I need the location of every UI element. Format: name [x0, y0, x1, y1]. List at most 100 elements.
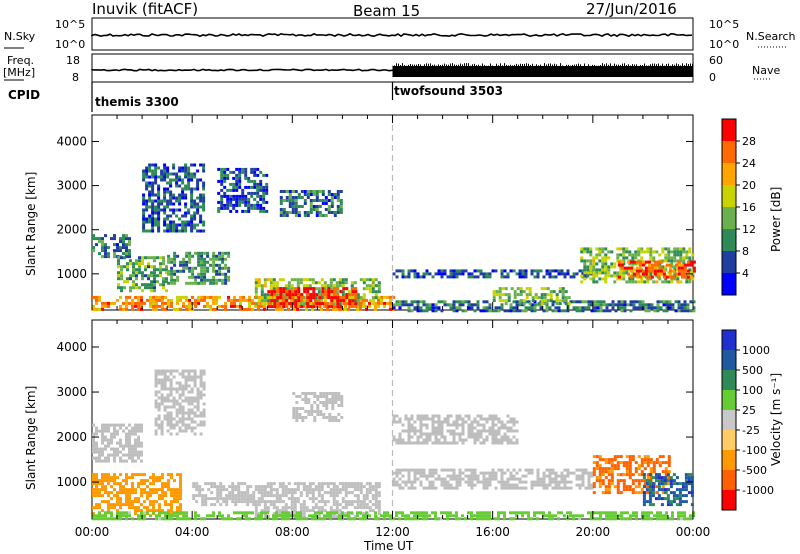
power-cell	[494, 309, 498, 313]
velocity-cell	[157, 414, 161, 418]
velocity-cell	[95, 517, 98, 521]
power-cell	[625, 256, 629, 260]
velocity-cell	[554, 477, 558, 481]
power-cell	[142, 214, 146, 218]
velocity-cell	[161, 494, 164, 498]
velocity-cell	[500, 477, 504, 481]
power-cell	[658, 253, 662, 257]
power-cell	[504, 299, 508, 303]
velocity-cell	[182, 511, 185, 515]
velocity-cell	[404, 429, 408, 433]
power-cell	[157, 187, 161, 191]
power-cell	[392, 307, 395, 311]
velocity-cell	[196, 423, 200, 427]
power-cell	[285, 293, 289, 297]
velocity-cell	[199, 375, 203, 379]
power-cell	[533, 300, 537, 304]
velocity-cell	[199, 384, 203, 388]
power-cell	[178, 229, 182, 233]
velocity-cell	[290, 497, 294, 501]
power-cell	[290, 287, 294, 291]
velocity-cell	[302, 512, 306, 516]
velocity-cell	[605, 511, 608, 515]
velocity-cell	[425, 426, 429, 430]
power-cell	[345, 287, 349, 291]
power-cell	[398, 269, 402, 273]
velocity-cell	[154, 390, 158, 394]
velocity-cell	[485, 471, 489, 475]
power-cell	[558, 290, 562, 294]
power-cell	[336, 190, 340, 193]
velocity-cell	[467, 432, 471, 436]
velocity-cell	[500, 480, 504, 484]
power-cell	[601, 259, 605, 263]
power-cell	[632, 300, 636, 304]
power-cell	[188, 307, 191, 311]
velocity-cell	[344, 514, 347, 518]
velocity-cell	[503, 426, 507, 430]
power-cell	[149, 295, 152, 299]
velocity-cell	[509, 511, 512, 515]
velocity-cell	[299, 482, 303, 486]
power-cell	[671, 303, 675, 307]
power-cell	[178, 223, 182, 227]
power-cell	[226, 167, 230, 171]
velocity-cell	[359, 503, 363, 507]
velocity-cell	[184, 396, 188, 400]
velocity-cell	[119, 456, 122, 460]
velocity-cell	[320, 494, 324, 498]
velocity-cell	[560, 480, 564, 484]
power-cell	[256, 188, 260, 192]
power-cell	[303, 202, 307, 205]
power-cell	[662, 269, 666, 273]
velocity-cell	[101, 423, 104, 427]
velocity-cell	[383, 514, 386, 518]
power-cell	[593, 303, 597, 307]
power-cell	[238, 185, 242, 189]
power-cell	[160, 199, 164, 203]
velocity-cell	[684, 482, 688, 486]
velocity-cell	[201, 500, 205, 504]
velocity-cell	[677, 511, 680, 515]
power-cell	[193, 172, 197, 176]
power-cell	[193, 223, 197, 227]
velocity-cell	[278, 494, 282, 498]
power-cell	[156, 268, 159, 272]
power-cell	[616, 259, 620, 263]
velocity-cell	[431, 468, 435, 472]
power-cell	[263, 304, 266, 308]
power-cell	[401, 269, 405, 273]
power-cell	[247, 176, 251, 180]
velocity-cell	[299, 506, 303, 510]
power-cell	[151, 187, 155, 191]
power-cell	[173, 281, 177, 285]
velocity-cell	[92, 473, 95, 477]
power-cell	[181, 166, 185, 170]
power-cell	[263, 307, 266, 311]
power-cell	[616, 274, 620, 278]
velocity-cell	[416, 429, 420, 433]
velocity-cell	[137, 473, 140, 477]
power-cell	[628, 253, 632, 257]
velocity-cell	[377, 517, 380, 521]
velocity-cell	[425, 517, 428, 521]
velocity-cell	[113, 426, 116, 430]
power-cell	[351, 302, 355, 306]
velocity-cell	[620, 511, 623, 515]
velocity-cell	[188, 517, 191, 521]
velocity-cell	[446, 417, 450, 421]
power-cell	[148, 184, 152, 188]
power-cell	[251, 301, 254, 305]
power-cell	[259, 170, 263, 174]
power-cell	[206, 301, 209, 305]
power-cell	[303, 199, 307, 202]
power-cell	[332, 302, 336, 306]
power-cell	[341, 290, 345, 294]
power-cell	[203, 272, 207, 276]
velocity-cell	[201, 494, 205, 498]
velocity-cell	[470, 480, 474, 484]
velocity-cell	[158, 488, 161, 492]
velocity-cell	[500, 471, 504, 475]
velocity-cell	[224, 517, 227, 521]
power-cell	[224, 266, 228, 270]
